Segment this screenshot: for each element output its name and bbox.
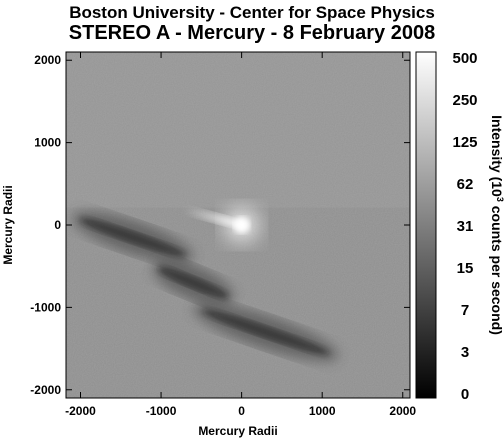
- y-tick-label: 1000: [34, 136, 61, 150]
- colorbar-tick-label: 125: [452, 134, 477, 151]
- colorbar-label-main: Intensity (10: [489, 115, 504, 197]
- y-axis: -2000 -1000 0 1000 2000: [30, 53, 410, 397]
- x-tick-label: -1000: [146, 404, 177, 418]
- colorbar-tick-label: 3: [461, 344, 469, 361]
- colorbar-tick-label: 250: [452, 92, 477, 109]
- colorbar: [415, 51, 437, 399]
- y-tick-label: -1000: [30, 300, 61, 314]
- colorbar-label-tail: counts per second): [489, 202, 504, 335]
- colorbar-label: Intensity (103 counts per second): [489, 115, 504, 335]
- y-tick-label: 0: [54, 218, 61, 232]
- colorbar-tick-label: 31: [457, 218, 474, 235]
- colorbar-tick-label: 0: [461, 386, 469, 403]
- x-axis: -2000 -1000 0 1000 2000: [65, 52, 416, 418]
- x-tick-label: 2000: [389, 404, 416, 418]
- heatmap-image: [66, 52, 410, 398]
- x-tick-label: 0: [238, 404, 245, 418]
- y-tick-label: -2000: [30, 383, 61, 397]
- x-axis-label: Mercury Radii: [198, 424, 277, 438]
- chart-subtitle: STEREO A - Mercury - 8 February 2008: [68, 22, 436, 44]
- y-tick-label: 2000: [34, 53, 61, 67]
- chart-title: Boston University - Center for Space Phy…: [69, 3, 435, 22]
- colorbar-tick-label: 7: [461, 302, 469, 319]
- x-tick-label: -2000: [65, 404, 96, 418]
- colorbar-label-sup: 3: [495, 197, 504, 202]
- colorbar-tick-label: 15: [457, 260, 474, 277]
- colorbar-ticks: 500 250 125 62 31 15 7 3 0: [452, 50, 477, 403]
- dark-band-core: [202, 309, 329, 355]
- dark-band-core: [80, 218, 186, 257]
- x-tick-label: 1000: [309, 404, 336, 418]
- colorbar-tick-label: 62: [457, 176, 474, 193]
- y-axis-label: Mercury Radii: [1, 185, 15, 264]
- bright-source: [233, 217, 250, 233]
- colorbar-tick-label: 500: [452, 50, 477, 67]
- dark-band-core: [158, 267, 229, 299]
